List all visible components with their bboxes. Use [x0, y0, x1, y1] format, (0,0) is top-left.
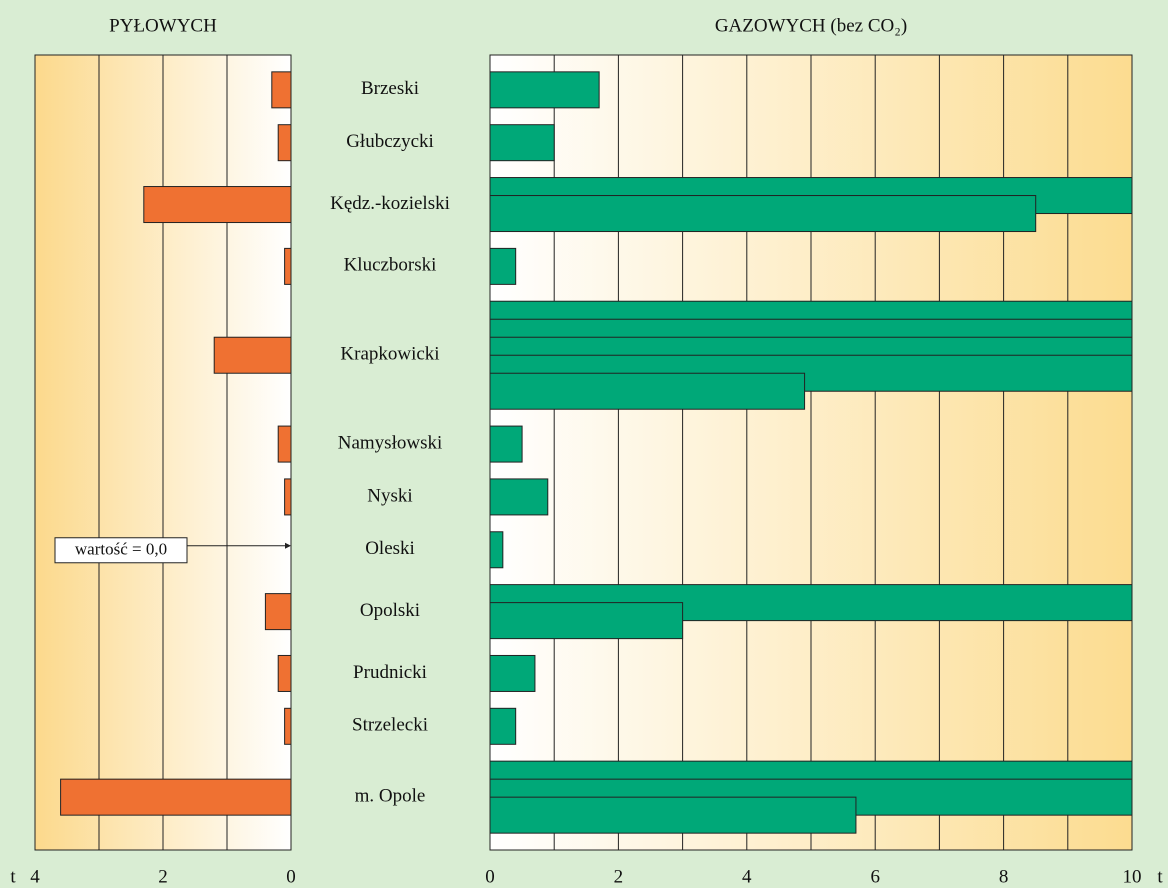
x-tick-label: 8: [999, 866, 1009, 887]
bar: [284, 478, 292, 516]
left-unit: t: [10, 866, 16, 887]
right-title: GAZOWYCH (bez CO₂): [715, 15, 907, 36]
bar: [489, 247, 517, 285]
bar: [489, 71, 600, 109]
category-label: Głubczycki: [346, 131, 434, 152]
category-label: Strzelecki: [352, 715, 428, 736]
bar: [489, 707, 517, 745]
bar: [489, 602, 684, 640]
bar: [489, 372, 806, 410]
x-tick-label: 6: [870, 866, 880, 887]
category-label: Prudnicki: [353, 662, 427, 683]
bar: [489, 478, 549, 516]
annotation-box: [54, 537, 188, 564]
x-tick-label: 2: [158, 866, 168, 887]
bar: [284, 247, 292, 285]
bar: [284, 707, 292, 745]
x-tick-label: 0: [286, 866, 296, 887]
category-label: Kędz.-kozielski: [330, 193, 450, 214]
bar: [143, 186, 292, 224]
right-unit: t: [1157, 866, 1163, 887]
bar: [489, 654, 536, 692]
left-frame: [34, 54, 292, 851]
bar: [489, 425, 523, 463]
x-tick-label: 2: [614, 866, 624, 887]
category-label: Kluczborski: [344, 255, 437, 276]
category-label: Brzeski: [361, 78, 419, 99]
annotation-arrow: [186, 545, 286, 556]
bar: [489, 796, 857, 834]
bar: [213, 336, 292, 374]
bar: [277, 425, 292, 463]
bar: [264, 593, 292, 631]
bar: [489, 195, 1037, 233]
bar: [271, 71, 292, 109]
category-label: Krapkowicki: [340, 344, 439, 365]
annotation-arrowhead: [285, 542, 291, 549]
x-tick-label: 4: [30, 866, 40, 887]
right-frame: [489, 54, 1133, 851]
bar: [60, 778, 292, 816]
x-tick-label: 0: [485, 866, 495, 887]
x-tick-label: 4: [742, 866, 752, 887]
category-label: Oleski: [365, 538, 415, 559]
bar: [277, 124, 292, 162]
x-tick-label: 10: [1123, 866, 1142, 887]
bar: [277, 654, 292, 692]
category-label: Nyski: [367, 485, 412, 506]
category-label: Namysłowski: [338, 432, 443, 453]
category-label: Opolski: [360, 600, 420, 621]
bar: [489, 531, 504, 569]
category-label: m. Opole: [355, 786, 426, 807]
left-title: PYŁOWYCH: [109, 15, 217, 36]
annotation: wartość = 0,0: [75, 540, 167, 559]
bar: [489, 124, 555, 162]
